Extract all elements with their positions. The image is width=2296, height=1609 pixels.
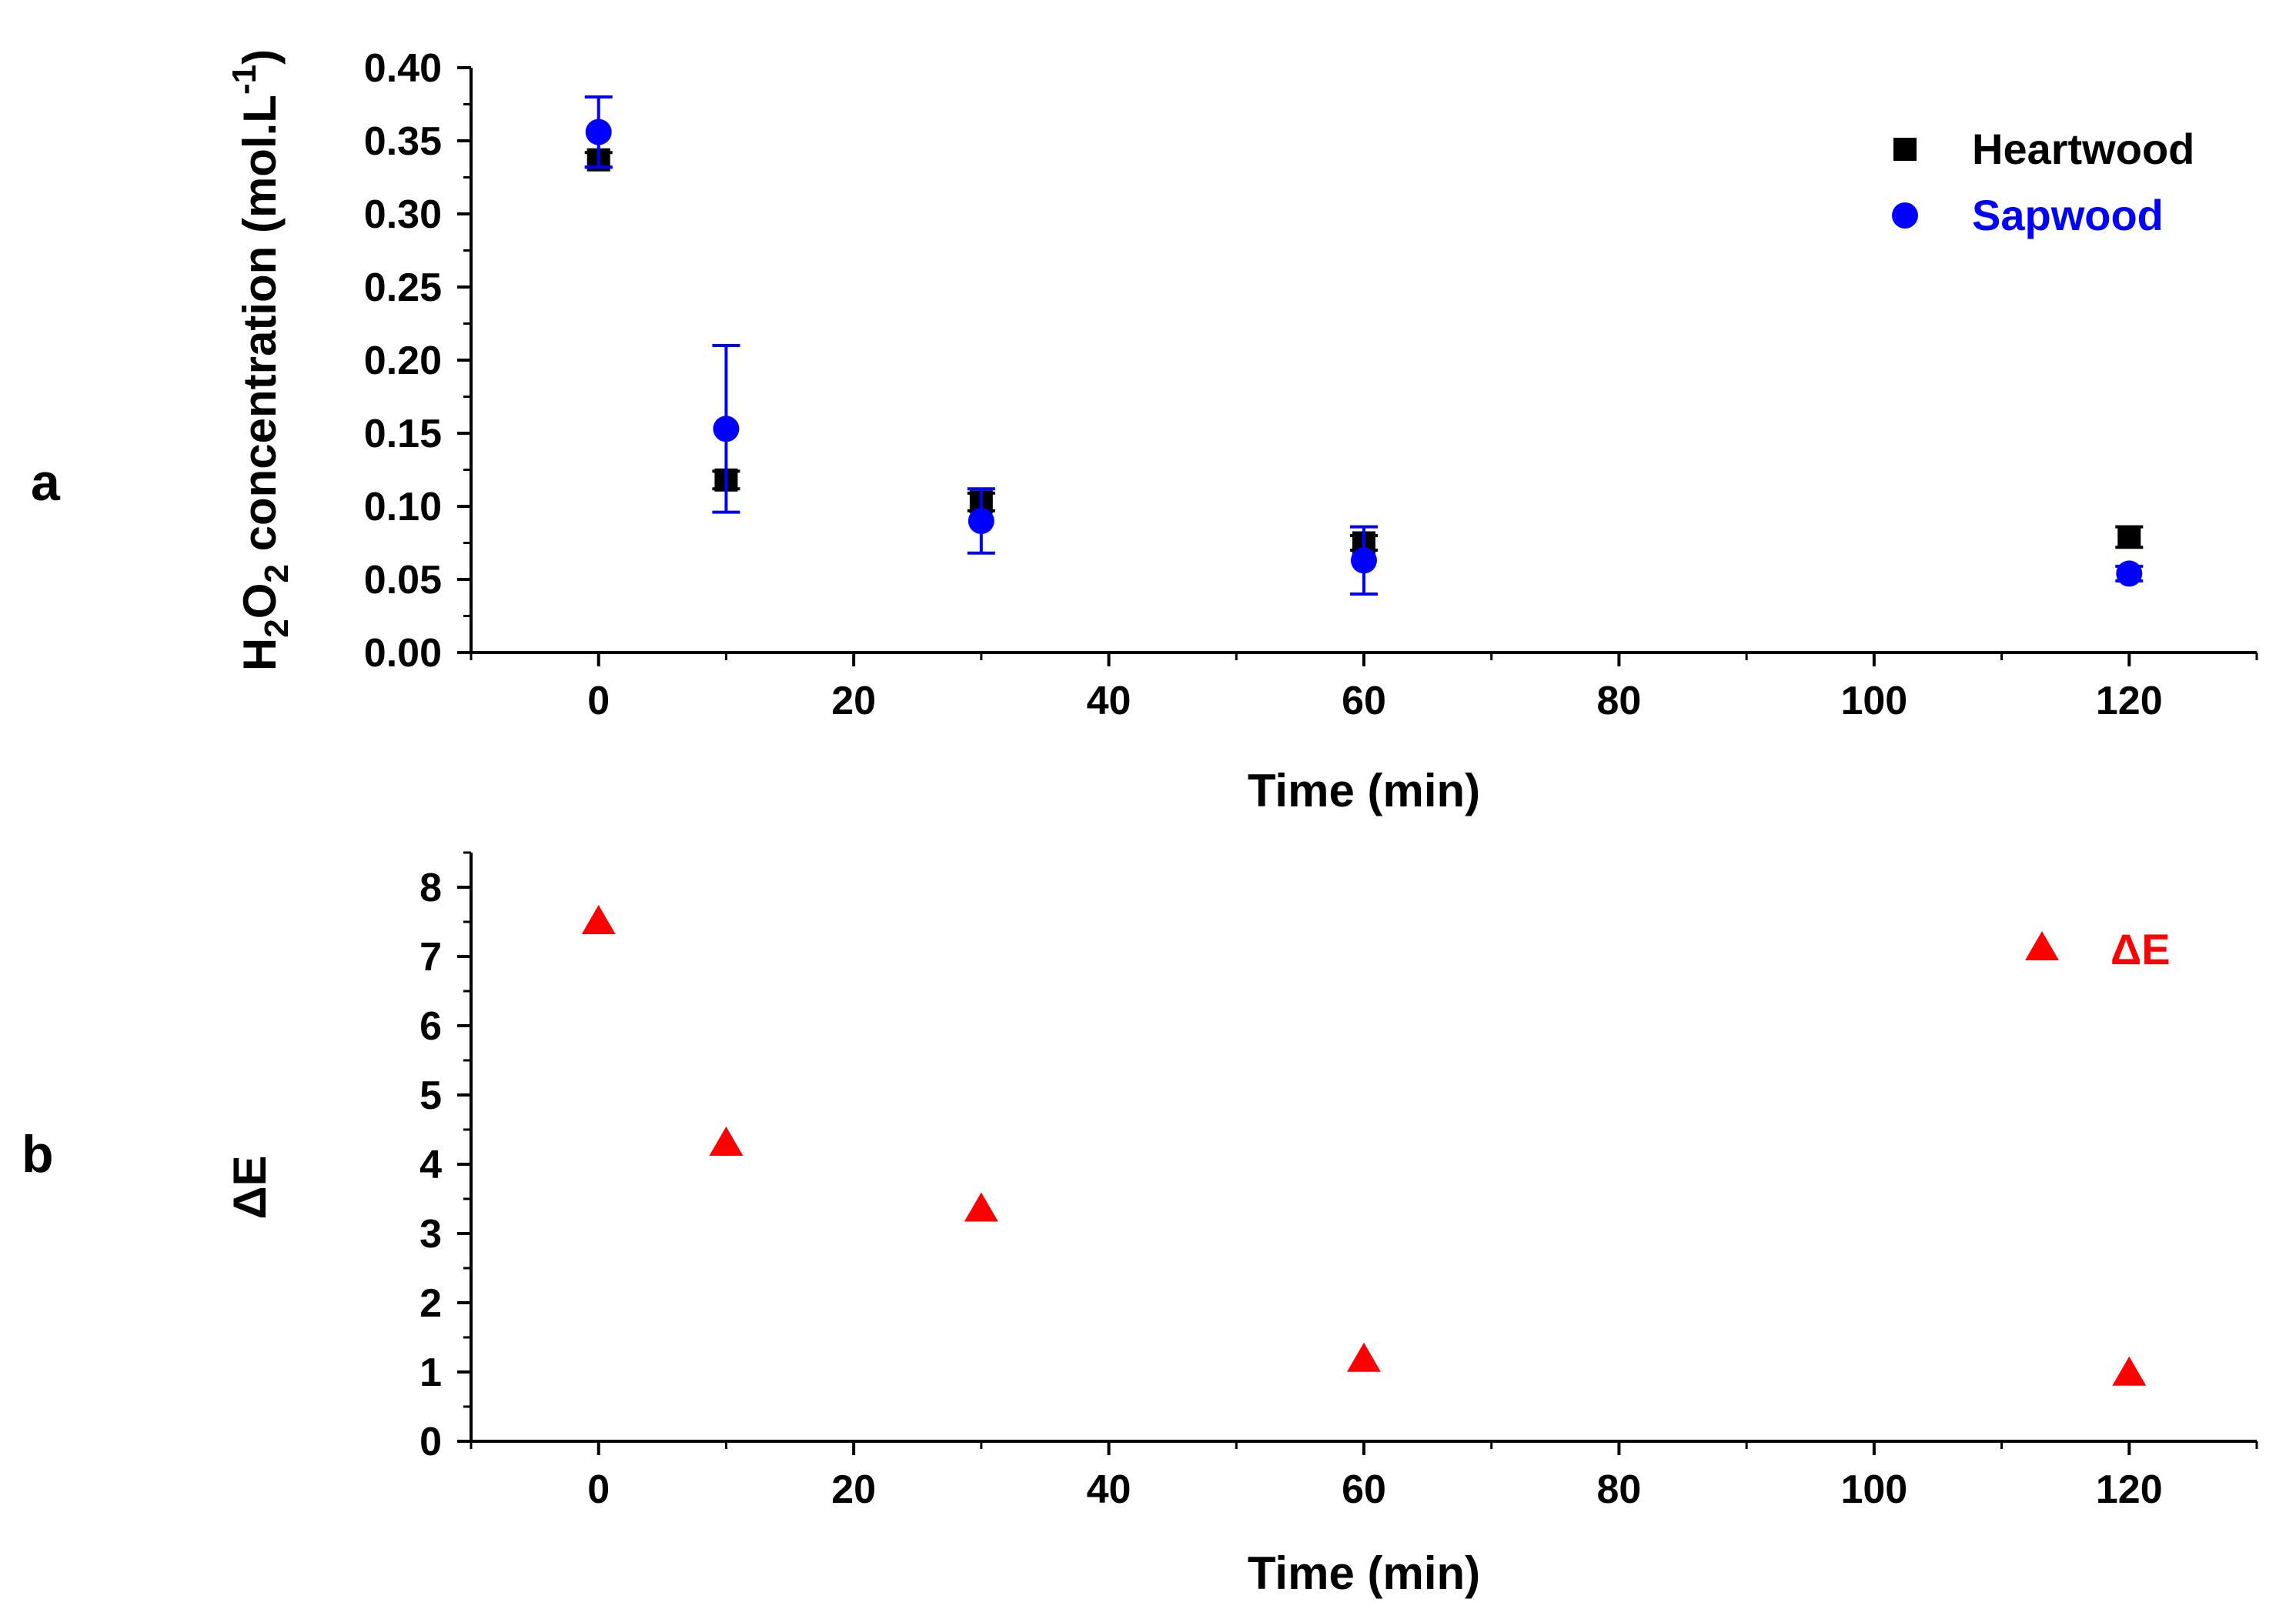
panel-b-x-tick-label: 80 [1597, 1467, 1642, 1512]
panel-b-y-ticks: 0 1 2 3 4 5 6 7 8 [419, 851, 471, 1464]
legend-marker-delta-e [2025, 931, 2059, 960]
panel-b-plot-area: 0 1 2 3 4 5 6 7 8 0 20 40 60 80 100 120 [419, 851, 2258, 1512]
panel-a-x-axis-title: Time (min) [1248, 765, 1480, 816]
panel-a-y-tick-label: 0.20 [364, 339, 442, 383]
panel-b-x-axis-title: Time (min) [1248, 1547, 1480, 1599]
panel-a-x-tick-label: 80 [1597, 679, 1642, 723]
panel-a-y-tick-label: 0.05 [364, 558, 442, 603]
panel-b-x-tick-label: 100 [1840, 1467, 1907, 1512]
legend-marker-delta-e-shape [2025, 931, 2059, 960]
legend-label-heartwood: Heartwood [1972, 125, 2194, 173]
panel-b-y-tick-label: 7 [419, 935, 442, 980]
panel-b-y-tick-label: 0 [419, 1420, 442, 1464]
panel-b-e-point [964, 1192, 998, 1222]
panel-a-x-tick-label: 120 [2096, 679, 2163, 723]
panel-a-x-tick-label: 0 [587, 679, 610, 723]
panel-b: b 0 1 2 3 4 5 6 7 8 0 20 40 60 80 100 120 Time (min) Δ… [22, 851, 2258, 1599]
panel-a-label: a [31, 453, 61, 512]
panel-b-legend: ΔE [2025, 925, 2171, 973]
panel-b-e-point [581, 905, 616, 934]
panel-a-x-ticks: 0 20 40 60 80 100 120 [470, 653, 2258, 723]
panel-b-y-tick-label: 8 [419, 866, 442, 910]
panel-a-sapwood-point [713, 416, 740, 442]
panel-b-x-ticks: 0 20 40 60 80 100 120 [470, 1441, 2258, 1512]
panel-b-y-tick-label: 6 [419, 1004, 442, 1049]
panel-a-sapwood-point [1351, 547, 1377, 574]
legend-label-delta-e: ΔE [2111, 925, 2171, 973]
panel-a-y-tick-label: 0.35 [364, 119, 442, 164]
panel-a-heartwood-point [2117, 525, 2141, 549]
panel-b-label: b [22, 1125, 54, 1183]
panel-b-e-point [2112, 1356, 2147, 1386]
panel-a-y-tick-label: 0.30 [364, 192, 442, 237]
panel-a-x-tick-label: 60 [1342, 679, 1386, 723]
panel-a-sapwood-point [585, 119, 612, 145]
panel-a-y-tick-label: 0.15 [364, 412, 442, 456]
panel-b-x-tick-label: 40 [1087, 1467, 1131, 1512]
panel-a-plot-area: 0.00 0.05 0.10 0.15 0.20 0.25 0.30 0.35 0.40 0 20… [364, 46, 2258, 723]
panel-a-y-tick-label: 0.10 [364, 485, 442, 529]
legend-marker-sapwood [1892, 202, 1918, 229]
panel-b-y-tick-label: 4 [419, 1143, 442, 1187]
panel-b-x-tick-label: 0 [587, 1467, 610, 1512]
legend-marker-heartwood-shape [1893, 138, 1917, 161]
panel-b-y-axis-title: ΔE [224, 1155, 276, 1219]
panel-b-x-tick-label: 60 [1342, 1467, 1386, 1512]
panel-b-y-tick-label: 1 [419, 1350, 442, 1395]
panel-a-y-axis-title: H2O2 concentration (mol.L-1) [226, 49, 296, 671]
panel-b-y-tick-label: 5 [419, 1073, 442, 1118]
panel-a-y-tick-label: 0.40 [364, 46, 442, 91]
panel-b-y-tick-label: 2 [419, 1281, 442, 1326]
panel-b-e-point [1347, 1342, 1381, 1372]
panel-a-x-tick-label: 100 [1840, 679, 1907, 723]
legend-marker-heartwood [1893, 138, 1917, 161]
legend-marker-sapwood-shape [1892, 202, 1918, 229]
panel-a-y-tick-label: 0.25 [364, 265, 442, 310]
panel-a-x-tick-label: 40 [1087, 679, 1131, 723]
panel-b-data-points [581, 905, 2147, 1386]
panel-a: a 0.00 0.05 0.10 0.15 0.20 0.25 0.30 0.35 0.40 0… [31, 46, 2258, 816]
legend-label-sapwood: Sapwood [1972, 191, 2164, 239]
panel-b-x-tick-label: 120 [2096, 1467, 2163, 1512]
panel-a-legend: Heartwood Sapwood [1892, 125, 2194, 239]
panel-b-e-point [709, 1127, 744, 1156]
panel-a-sapwood-point [968, 508, 994, 534]
panel-b-y-tick-label: 3 [419, 1212, 442, 1257]
panel-a-y-ticks: 0.00 0.05 0.10 0.15 0.20 0.25 0.30 0.35 0.40 [364, 46, 471, 676]
panel-a-x-tick-label: 20 [831, 679, 876, 723]
panel-b-x-tick-label: 20 [831, 1467, 876, 1512]
panel-a-sapwood-point [2116, 560, 2143, 587]
panel-a-data-points [584, 95, 2144, 596]
panel-a-y-tick-label: 0.00 [364, 631, 442, 676]
